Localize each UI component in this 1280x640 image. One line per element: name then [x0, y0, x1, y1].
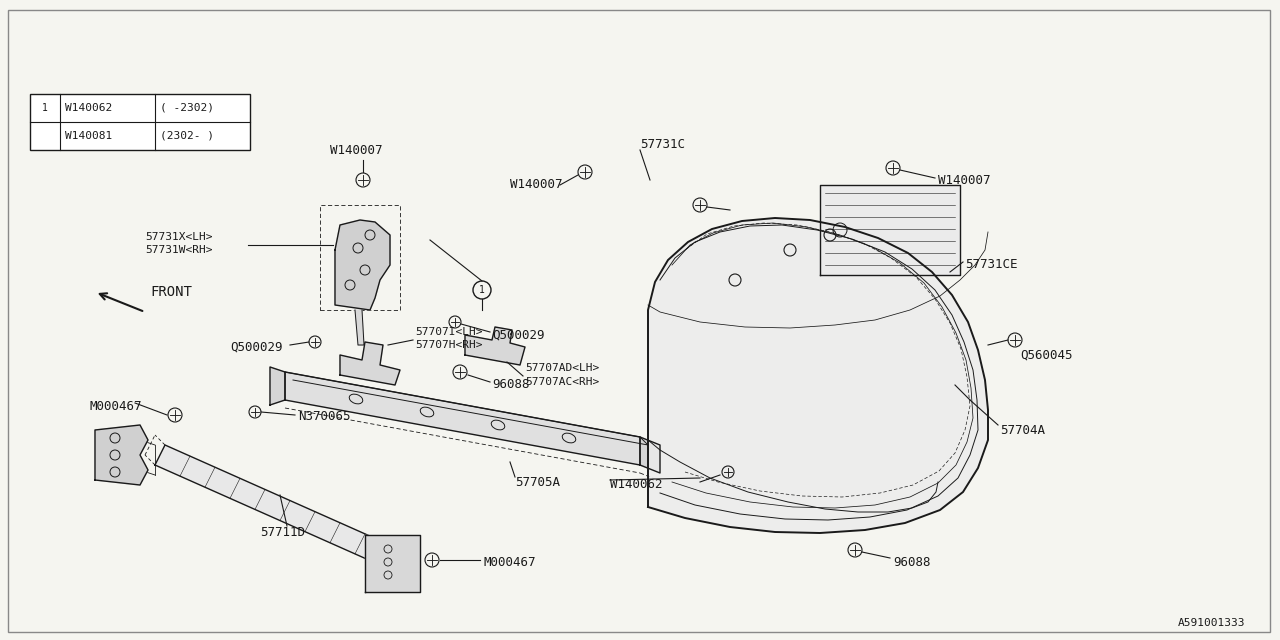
Text: 57731X<LH>: 57731X<LH> [145, 232, 212, 242]
Text: 96088: 96088 [893, 556, 931, 568]
Polygon shape [365, 535, 420, 592]
Text: 1: 1 [479, 285, 485, 295]
Polygon shape [640, 437, 660, 473]
Text: 57731CE: 57731CE [965, 259, 1018, 271]
Text: A591001333: A591001333 [1178, 618, 1245, 628]
Polygon shape [465, 327, 525, 365]
Text: Q560045: Q560045 [1020, 349, 1073, 362]
Polygon shape [820, 185, 960, 275]
Polygon shape [285, 372, 648, 445]
Polygon shape [335, 220, 390, 310]
Polygon shape [285, 372, 640, 465]
Text: FRONT: FRONT [150, 285, 192, 299]
Text: 57707H<RH>: 57707H<RH> [415, 340, 483, 350]
Text: 57731C: 57731C [640, 138, 685, 152]
Text: W140081: W140081 [65, 131, 113, 141]
Polygon shape [270, 367, 285, 405]
Polygon shape [340, 342, 399, 385]
Text: (2302- ): (2302- ) [160, 131, 214, 141]
Text: 96088: 96088 [492, 378, 530, 392]
Text: M000467: M000467 [483, 556, 535, 568]
Polygon shape [648, 218, 988, 533]
Text: W140007: W140007 [938, 173, 991, 186]
Text: 57705A: 57705A [515, 476, 561, 488]
Polygon shape [95, 425, 148, 485]
Text: 57707I<LH>: 57707I<LH> [415, 327, 483, 337]
FancyBboxPatch shape [29, 94, 250, 150]
Text: M000467: M000467 [90, 401, 142, 413]
Text: 57707AC<RH>: 57707AC<RH> [525, 377, 599, 387]
Text: 57731W<RH>: 57731W<RH> [145, 245, 212, 255]
Polygon shape [355, 310, 364, 345]
Text: Q500029: Q500029 [492, 328, 544, 342]
Text: 57704A: 57704A [1000, 424, 1044, 436]
Text: Q500029: Q500029 [230, 340, 283, 353]
Text: 57707AD<LH>: 57707AD<LH> [525, 363, 599, 373]
Polygon shape [155, 445, 390, 565]
Text: 1: 1 [42, 103, 47, 113]
Text: W140007: W140007 [330, 143, 383, 157]
Text: N370065: N370065 [298, 410, 351, 424]
Text: 57711D: 57711D [260, 525, 305, 538]
Text: ( -2302): ( -2302) [160, 103, 214, 113]
Text: W140062: W140062 [65, 103, 113, 113]
Text: W140062: W140062 [611, 479, 663, 492]
Text: W140007: W140007 [509, 179, 562, 191]
